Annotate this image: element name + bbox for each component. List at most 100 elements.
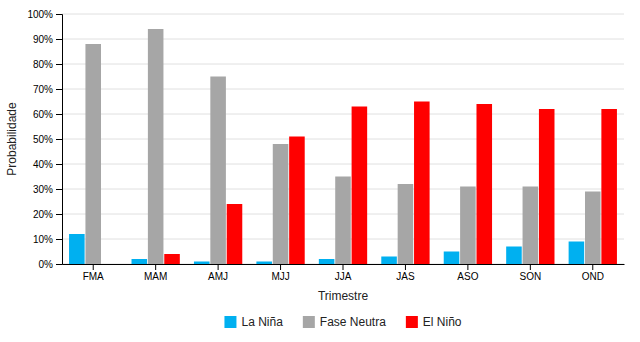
y-tick-label: 30% <box>33 184 53 195</box>
x-tick-label: ASO <box>457 271 478 282</box>
y-axis: 0% 10% 20% 30% 40% 50% 60% 70% 80% 90% 100% <box>27 9 62 270</box>
y-tick-mark <box>56 114 62 115</box>
x-tick: FMA <box>83 264 104 282</box>
bar <box>69 234 85 264</box>
y-axis-line <box>56 15 63 265</box>
y-tick-label: 70% <box>33 84 53 95</box>
bar <box>444 252 460 265</box>
bar <box>164 254 180 264</box>
y-tick-label: 20% <box>33 209 53 220</box>
y-tick-label: 60% <box>33 109 53 120</box>
plot: 0% 10% 20% 30% 40% 50% 60% 70% 80% 90% 100% FMA MAM A… <box>27 9 624 282</box>
y-tick-mark <box>56 239 62 240</box>
x-tick-mark <box>218 264 219 270</box>
y-tick: 0% <box>39 259 62 270</box>
legend-item: El Niño <box>406 315 462 329</box>
x-axis-title: Trimestre <box>318 289 369 303</box>
bar <box>148 29 164 264</box>
bar <box>569 242 585 265</box>
grid-line <box>62 89 624 90</box>
x-tick-label: OND <box>582 271 604 282</box>
x-tick-mark <box>93 264 94 270</box>
x-tick: JAS <box>396 264 415 282</box>
x-tick-label: SON <box>519 271 541 282</box>
bar <box>460 187 476 265</box>
bar <box>585 192 601 265</box>
y-tick-label: 100% <box>27 9 53 20</box>
bar <box>289 137 305 265</box>
y-tick: 30% <box>33 184 62 195</box>
legend-swatch <box>303 316 315 328</box>
y-tick-mark <box>56 14 62 15</box>
y-tick-mark <box>56 164 62 165</box>
bar <box>210 77 226 265</box>
x-tick-mark <box>405 264 406 270</box>
y-tick-label: 90% <box>33 34 53 45</box>
bar <box>335 177 351 265</box>
x-tick-label: JJA <box>335 271 352 282</box>
x-tick-mark <box>530 264 531 270</box>
bar <box>256 262 272 265</box>
bar <box>319 259 335 264</box>
legend-swatch <box>224 316 236 328</box>
bar <box>506 247 522 265</box>
y-tick: 10% <box>33 234 62 245</box>
y-tick: 20% <box>33 209 62 220</box>
y-tick-label: 40% <box>33 159 53 170</box>
y-tick-mark <box>56 189 62 190</box>
bar-series <box>85 29 600 264</box>
bar <box>227 204 243 264</box>
bar <box>273 144 289 264</box>
y-tick-label: 0% <box>39 259 54 270</box>
x-tick-label: MAM <box>144 271 167 282</box>
bar <box>414 102 430 265</box>
x-tick: AMJ <box>208 264 228 282</box>
bar <box>398 184 414 264</box>
y-tick: 50% <box>33 134 62 145</box>
grid-line <box>62 14 624 15</box>
y-tick: 60% <box>33 109 62 120</box>
bar <box>476 104 492 264</box>
bar <box>102 264 118 265</box>
bars <box>69 29 617 264</box>
bar <box>194 262 210 265</box>
x-tick: SON <box>519 264 541 282</box>
x-tick-mark <box>592 264 593 270</box>
x-tick: ASO <box>457 264 478 282</box>
y-tick: 70% <box>33 84 62 95</box>
x-axis: FMA MAM AMJ MJJ JJA JAS ASO SON OND <box>63 264 625 282</box>
bar <box>132 259 148 264</box>
bar <box>352 107 368 265</box>
legend-label: Fase Neutra <box>320 315 386 329</box>
bar <box>381 257 397 265</box>
legend-item: Fase Neutra <box>303 315 386 329</box>
x-tick: JJA <box>335 264 352 282</box>
x-tick-label: FMA <box>83 271 104 282</box>
y-tick: 80% <box>33 59 62 70</box>
y-tick: 90% <box>33 34 62 45</box>
legend-label: El Niño <box>423 315 462 329</box>
y-tick-mark <box>56 264 62 265</box>
legend-label: La Niña <box>241 315 283 329</box>
grid-line <box>62 64 624 65</box>
y-tick-label: 50% <box>33 134 53 145</box>
x-tick: MJJ <box>271 264 289 282</box>
x-tick: OND <box>582 264 604 282</box>
grid <box>62 14 624 264</box>
y-tick-label: 80% <box>33 59 53 70</box>
x-tick-mark <box>280 264 281 270</box>
bar-series <box>164 102 617 265</box>
bar <box>85 44 101 264</box>
legend-item: La Niña <box>224 315 283 329</box>
x-tick-label: MJJ <box>271 271 289 282</box>
bar <box>539 109 555 264</box>
legend-swatch <box>406 316 418 328</box>
x-tick-label: JAS <box>396 271 415 282</box>
y-tick-mark <box>56 89 62 90</box>
grid-line <box>62 39 624 40</box>
x-tick-mark <box>343 264 344 270</box>
y-tick-mark <box>56 214 62 215</box>
legend: La Niña Fase Neutra El Niño <box>224 315 461 329</box>
x-tick-mark <box>155 264 156 270</box>
chart: 0% 10% 20% 30% 40% 50% 60% 70% 80% 90% 100% FMA MAM A… <box>0 0 640 342</box>
